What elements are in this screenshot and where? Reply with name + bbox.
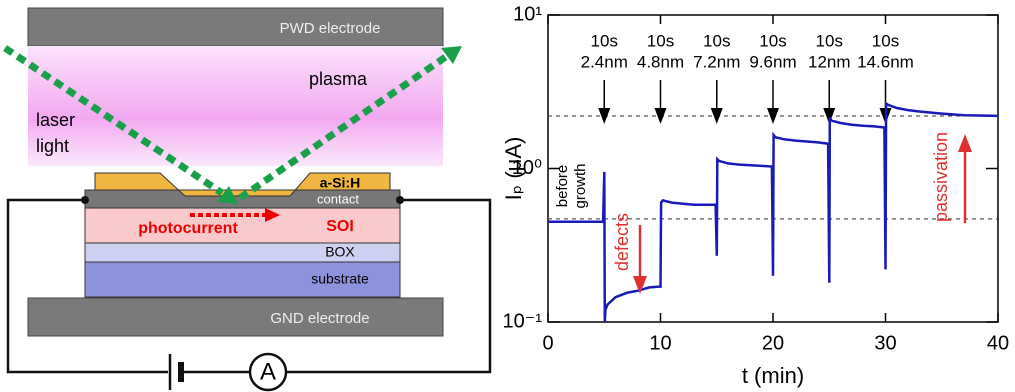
arrowhead bbox=[217, 186, 238, 204]
ammeter-label: A bbox=[260, 358, 276, 385]
x-axis-label: t (min) bbox=[742, 363, 804, 388]
box-label: BOX bbox=[325, 244, 355, 260]
step-label: 10s bbox=[816, 31, 843, 50]
substrate-layer bbox=[84, 261, 401, 298]
gnd-label: GND electrode bbox=[270, 310, 369, 327]
node bbox=[396, 196, 404, 204]
step-label: 10s bbox=[872, 31, 899, 50]
step-label: 4.8nm bbox=[637, 52, 684, 71]
substrate-label: substrate bbox=[311, 271, 369, 287]
asih-layer bbox=[94, 172, 391, 197]
arrowhead bbox=[441, 46, 462, 64]
x-tick-label: 30 bbox=[874, 332, 896, 354]
circuit bbox=[6, 198, 492, 392]
x-tick-label: 0 bbox=[542, 332, 553, 354]
annotation: before bbox=[554, 165, 571, 208]
wire bbox=[286, 198, 492, 374]
contact-label: contact bbox=[317, 191, 359, 206]
step-arrowhead bbox=[710, 108, 723, 124]
diagram: PWD electrode plasma laser light a-Si:H … bbox=[3, 7, 492, 392]
annotation-arrowhead bbox=[958, 134, 972, 152]
step-arrowhead bbox=[823, 108, 836, 124]
wire bbox=[6, 198, 168, 374]
x-tick-label: 10 bbox=[649, 332, 671, 354]
step-label: 9.6nm bbox=[749, 52, 796, 71]
step-label: 7.2nm bbox=[693, 52, 740, 71]
y-axis-label: Iₚ (μA) bbox=[501, 137, 526, 201]
x-tick-label: 20 bbox=[762, 332, 784, 354]
step-label: 10s bbox=[591, 31, 618, 50]
pwd-electrode bbox=[27, 7, 444, 47]
x-tick-label: 40 bbox=[987, 332, 1009, 354]
step-label: 2.4nm bbox=[581, 52, 628, 71]
step-arrowhead bbox=[654, 108, 667, 124]
step-label: 10s bbox=[703, 31, 730, 50]
y-tick-label: 10⁰ bbox=[512, 157, 542, 179]
laser-in bbox=[3, 45, 224, 196]
asih-label: a-Si:H bbox=[320, 175, 360, 191]
step-arrowhead bbox=[767, 108, 779, 124]
step-label: 14.6nm bbox=[857, 52, 914, 71]
photocurrent-label: photocurrent bbox=[138, 220, 238, 237]
annotation: defects bbox=[612, 213, 632, 271]
plasma-label: plasma bbox=[309, 69, 368, 89]
soi-label: SOI bbox=[326, 218, 354, 235]
y-tick-label: 10¹ bbox=[513, 3, 542, 25]
laser-beams bbox=[3, 45, 449, 201]
data-line bbox=[548, 100, 999, 323]
laser-label: laser bbox=[36, 110, 75, 130]
plasma bbox=[28, 46, 443, 166]
chart: 0 10 20 30 40 10⁻¹ 10⁰ 10¹ t (min) Iₚ (μA) 10s 2.4n… bbox=[501, 3, 1009, 388]
gnd-electrode bbox=[27, 297, 444, 337]
step-label: 12nm bbox=[808, 52, 851, 71]
annotation-arrowhead bbox=[633, 276, 647, 294]
pwd-label: PWD electrode bbox=[280, 20, 381, 37]
step-arrowhead bbox=[598, 108, 611, 124]
annotation: passivation bbox=[931, 132, 951, 222]
y-tick-label: 10⁻¹ bbox=[503, 310, 543, 332]
annotation: growth bbox=[572, 163, 589, 208]
node bbox=[81, 196, 89, 204]
laser-label: light bbox=[36, 136, 69, 156]
arrowhead bbox=[265, 208, 280, 222]
step-label: 10s bbox=[647, 31, 674, 50]
step-label: 10s bbox=[759, 31, 786, 50]
laser-out bbox=[238, 53, 449, 201]
